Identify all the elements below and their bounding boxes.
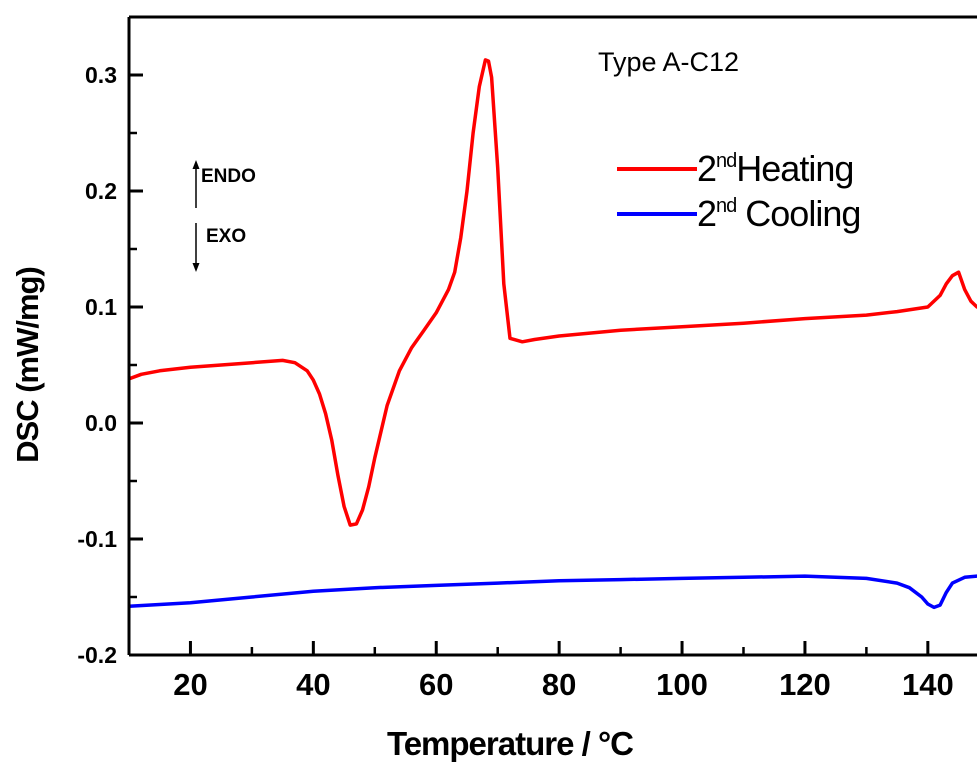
legend-label-heating: 2ndHeating [697, 148, 853, 189]
legend-cooling-word: Cooling [736, 193, 860, 234]
legend: 2ndHeating 2nd Cooling [617, 148, 861, 234]
x-tick-label: 60 [419, 667, 453, 702]
x-axis-label: Temperature / °C [387, 725, 633, 762]
legend-heating-number: 2 [697, 148, 716, 189]
legend-cooling-number: 2 [697, 193, 716, 234]
series-line-heating [129, 58, 977, 527]
y-tick-label: -0.2 [77, 642, 117, 668]
y-tick-label: 0.3 [85, 62, 117, 88]
legend-entry-heating: 2ndHeating [617, 148, 854, 189]
endo-exo-annotation: ENDO EXO [192, 160, 256, 272]
sample-label: Type A-C12 [598, 47, 739, 77]
y-axis-label: DSC (mW/mg) [10, 267, 45, 463]
legend-cooling-superscript: nd [716, 195, 736, 217]
endo-label: ENDO [201, 166, 256, 187]
y-tick-label: -0.1 [77, 526, 117, 552]
endo-arrowhead-icon [192, 160, 200, 169]
x-tick-label: 100 [656, 667, 708, 702]
x-ticks: 20 40 60 80 100 120 140 [127, 641, 954, 702]
x-tick-label: 20 [173, 667, 207, 702]
y-ticks: -0.2 -0.1 0.0 0.1 0.2 0.3 [77, 62, 143, 668]
x-tick-label: 140 [902, 667, 954, 702]
legend-label-cooling: 2nd Cooling [697, 193, 860, 234]
exo-arrowhead-icon [192, 263, 200, 272]
y-tick-label: 0.1 [85, 294, 117, 320]
series-line-cooling [129, 574, 977, 610]
y-tick-label: 0.2 [85, 178, 117, 204]
x-tick-label: 80 [542, 667, 576, 702]
y-tick-label: 0.0 [85, 410, 117, 436]
series-layer [129, 58, 977, 610]
legend-heating-word: Heating [736, 148, 853, 189]
x-tick-label: 40 [296, 667, 330, 702]
x-tick-label: 120 [779, 667, 831, 702]
exo-label: EXO [206, 226, 246, 247]
legend-entry-cooling: 2nd Cooling [617, 193, 861, 234]
legend-heating-superscript: nd [716, 150, 736, 172]
